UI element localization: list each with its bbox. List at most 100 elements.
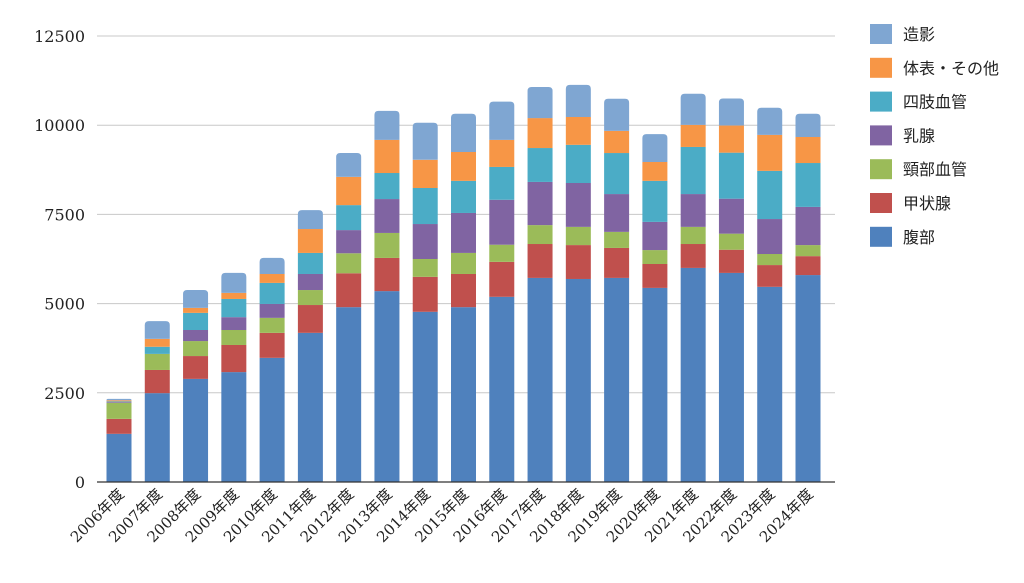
bar-segment [297,252,323,274]
bar-stack-2007年度 [144,321,170,482]
bar-stack-2018年度 [565,84,591,482]
bar-segment [336,307,362,482]
bar-segment [221,272,247,293]
bar-segment [183,356,209,379]
bar-segment [527,87,553,119]
bar-segment [183,312,209,331]
legend-label: 乳腺 [903,126,935,145]
bar-stack-2023年度 [757,107,783,482]
bar-segment [489,101,515,140]
bar-stack-2016年度 [489,101,515,482]
bar-segment [757,254,783,266]
bar-segment [642,287,668,482]
bar-stack-2021年度 [680,93,706,482]
bar-segment [221,298,247,318]
bar-segment [259,273,285,283]
bar-segment [297,332,323,482]
bar-segment [489,166,515,200]
bar-segment [718,98,744,126]
bar-segment [412,259,438,277]
bar-segment [604,194,630,232]
legend-swatch [870,125,892,146]
bar-segment [106,401,132,403]
bar-stack-2022年度 [718,98,744,482]
bar-segment [604,247,630,278]
y-tick-label: 12500 [34,27,85,46]
bar-stack-2010年度 [259,257,285,482]
bar-segment [183,307,209,313]
bar-segment [374,139,400,174]
bar-segment [144,353,170,370]
bar-segment [795,256,821,276]
bar-segment [221,344,247,373]
bar-segment [795,136,821,164]
bar-segment [718,272,744,482]
legend-swatch [870,193,892,213]
bar-segment [144,346,170,354]
bar-segment [183,341,209,357]
bar-segment [604,231,630,248]
bar-segment [412,159,438,188]
bar-stack-2014年度 [412,122,438,482]
bar-segment [718,249,744,273]
bar-segment [221,330,247,345]
legend-swatch [870,24,892,44]
bar-segment [106,398,132,401]
bar-segment [642,180,668,222]
bar-segment [259,257,285,274]
bar-segment [642,161,668,181]
bar-segment [757,134,783,171]
bar-segment [604,153,630,195]
bar-segment [259,317,285,333]
bar-segment [183,290,209,308]
bar-segment [106,400,132,402]
bar-segment [795,163,821,207]
bar-segment [565,245,591,279]
bar-segment [144,338,170,347]
legend-label: 甲状腺 [903,194,951,213]
bar-segment [106,402,132,403]
bar-segment [144,321,170,339]
legend-item: 乳腺 [870,125,935,146]
bar-segment [412,122,438,160]
bar-segment [527,225,553,245]
bar-segment [144,393,170,482]
bar-segment [489,296,515,482]
legend-item: 腹部 [870,226,935,247]
bar-segment [718,198,744,234]
bar-segment [336,253,362,274]
legend-item: 四肢血管 [870,91,967,112]
bar-segment [527,277,553,482]
legend-swatch [870,226,892,247]
bar-segment [680,267,706,482]
bar-segment [336,230,362,254]
bar-segment [565,278,591,482]
y-tick-label: 2500 [44,384,85,403]
bar-segment [718,125,744,153]
bar-segment [680,93,706,125]
bar-segment [412,276,438,312]
bar-segment [565,116,591,145]
bar-segment [451,113,476,152]
bar-segment [604,277,630,482]
bar-segment [336,205,362,231]
legend-swatch [870,91,892,112]
bar-stack-2015年度 [451,113,476,482]
bar-segment [604,130,630,154]
bar-segment [451,212,476,253]
bar-segment [259,332,285,358]
bar-segment [374,110,400,140]
bar-segment [374,291,400,482]
bar-segment [680,226,706,245]
legend-item: 甲状腺 [870,193,951,213]
legend-item: 造影 [870,24,935,44]
bar-segment [374,257,400,292]
y-tick-label: 7500 [44,205,85,224]
bar-segment [297,290,323,306]
bar-segment [757,107,783,135]
bar-segment [451,273,476,308]
bar-segment [757,265,783,287]
bar-stack-2019年度 [604,98,630,482]
bar-segment [718,152,744,199]
